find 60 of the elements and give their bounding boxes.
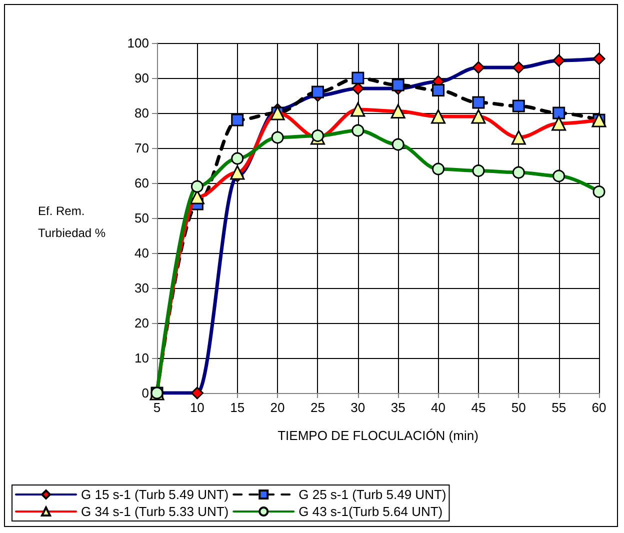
x-tick-label: 35 — [390, 400, 406, 415]
y-tick-label: 90 — [134, 70, 149, 86]
y-tick-label: 80 — [134, 106, 149, 120]
point — [352, 124, 364, 137]
point — [350, 102, 366, 117]
point — [552, 116, 566, 131]
y-tick-label: 0 — [142, 386, 149, 400]
point — [231, 152, 244, 165]
point — [392, 78, 404, 92]
legend-label: G 43 s-1(Turb 5.64 UNT) — [298, 504, 443, 519]
point — [311, 86, 324, 98]
x-tick-label: 50 — [511, 400, 526, 415]
x-tick-label: 40 — [431, 400, 446, 415]
point — [352, 72, 364, 84]
y-tick-label: 30 — [134, 280, 149, 296]
y-tick-label: 40 — [134, 246, 149, 260]
point — [592, 52, 606, 65]
point — [432, 162, 445, 176]
x-tick-label: 60 — [592, 400, 606, 415]
y-tick-label: 100 — [127, 36, 149, 50]
legend-label: G 34 s-1 (Turb 5.33 UNT) — [81, 504, 229, 519]
point — [271, 131, 284, 144]
point — [390, 104, 406, 118]
point — [311, 130, 324, 142]
x-axis-title: TIEMPO DE FLOCULACIÓN (min) — [278, 428, 478, 443]
point — [472, 61, 485, 74]
point — [552, 54, 566, 67]
point — [552, 170, 566, 182]
point — [511, 130, 526, 145]
point — [472, 96, 485, 109]
legend-label: G 15 s-1 (Turb 5.49 UNT) — [81, 487, 229, 502]
point — [552, 106, 566, 120]
point — [471, 109, 486, 124]
x-tick-label: 30 — [350, 400, 366, 415]
x-tick-label: 55 — [552, 400, 566, 415]
y-axis-title: Ef. Rem. Turbiedad % — [38, 204, 106, 240]
x-tick-label: 5 — [153, 400, 161, 415]
y-tick-label: 10 — [134, 350, 149, 366]
x-tick-label: 10 — [190, 400, 204, 415]
point — [190, 180, 204, 193]
point — [512, 100, 525, 112]
point — [512, 166, 525, 179]
point — [472, 164, 485, 177]
point — [592, 186, 606, 198]
point — [190, 386, 204, 400]
y-tick-label: 70 — [134, 140, 149, 156]
point — [432, 84, 445, 96]
point — [392, 138, 404, 151]
y-tick-label: 50 — [134, 210, 149, 226]
point — [231, 114, 244, 126]
point — [512, 61, 525, 74]
x-tick-label: 20 — [270, 400, 285, 415]
x-tick-label: 25 — [310, 400, 325, 415]
legend-label: G 25 s-1 (Turb 5.49 UNT) — [298, 487, 446, 502]
x-tick-label: 45 — [471, 400, 486, 415]
y-tick-label: 20 — [134, 316, 149, 330]
y-tick-label: 60 — [134, 176, 149, 190]
point — [431, 109, 446, 124]
x-tick-label: 15 — [230, 400, 245, 415]
point — [230, 165, 245, 180]
